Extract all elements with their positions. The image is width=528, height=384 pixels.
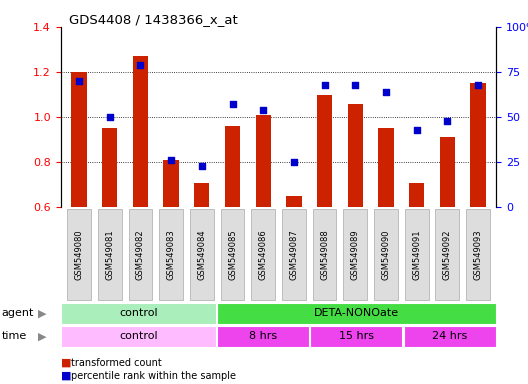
Text: GSM549088: GSM549088 — [320, 229, 329, 280]
Text: transformed count: transformed count — [71, 358, 162, 368]
Text: agent: agent — [2, 308, 34, 318]
Bar — [164, 160, 179, 207]
Point — [382, 89, 390, 95]
FancyBboxPatch shape — [67, 209, 91, 300]
FancyBboxPatch shape — [190, 209, 214, 300]
Text: GSM549089: GSM549089 — [351, 229, 360, 280]
Point — [290, 159, 298, 165]
FancyBboxPatch shape — [61, 326, 215, 347]
Text: GSM549082: GSM549082 — [136, 229, 145, 280]
Text: ■: ■ — [61, 371, 71, 381]
Text: control: control — [119, 331, 158, 341]
Point — [443, 118, 451, 124]
Text: GSM549084: GSM549084 — [197, 229, 206, 280]
Text: GSM549090: GSM549090 — [381, 229, 390, 280]
Text: GSM549081: GSM549081 — [105, 229, 114, 280]
Bar — [409, 182, 424, 207]
Bar — [378, 128, 393, 207]
Point — [75, 78, 83, 84]
Point — [259, 107, 267, 113]
FancyBboxPatch shape — [282, 209, 306, 300]
Bar — [225, 126, 240, 207]
Point — [351, 81, 360, 88]
Point — [412, 127, 421, 133]
Text: ▶: ▶ — [38, 331, 46, 341]
Text: GSM549086: GSM549086 — [259, 229, 268, 280]
FancyBboxPatch shape — [313, 209, 336, 300]
Text: percentile rank within the sample: percentile rank within the sample — [71, 371, 237, 381]
FancyBboxPatch shape — [159, 209, 183, 300]
FancyBboxPatch shape — [217, 303, 496, 324]
Text: ▶: ▶ — [38, 308, 46, 318]
Text: GSM549093: GSM549093 — [474, 229, 483, 280]
Point — [228, 101, 237, 108]
Text: GSM549085: GSM549085 — [228, 229, 237, 280]
FancyBboxPatch shape — [403, 326, 496, 347]
Bar — [347, 104, 363, 207]
Point — [136, 62, 145, 68]
Text: GSM549087: GSM549087 — [289, 229, 298, 280]
FancyBboxPatch shape — [217, 326, 309, 347]
Bar — [194, 182, 210, 207]
Text: GSM549080: GSM549080 — [74, 229, 83, 280]
Point — [474, 81, 482, 88]
Bar — [317, 94, 332, 207]
FancyBboxPatch shape — [221, 209, 244, 300]
Bar — [286, 196, 301, 207]
Text: 24 hrs: 24 hrs — [432, 331, 467, 341]
Text: time: time — [2, 331, 27, 341]
FancyBboxPatch shape — [251, 209, 275, 300]
FancyBboxPatch shape — [98, 209, 122, 300]
Text: 15 hrs: 15 hrs — [339, 331, 374, 341]
Point — [197, 163, 206, 169]
Text: GSM549092: GSM549092 — [443, 229, 452, 280]
FancyBboxPatch shape — [310, 326, 402, 347]
Bar — [133, 56, 148, 207]
FancyBboxPatch shape — [435, 209, 459, 300]
FancyBboxPatch shape — [466, 209, 490, 300]
Bar — [470, 83, 486, 207]
Text: GDS4408 / 1438366_x_at: GDS4408 / 1438366_x_at — [69, 13, 238, 26]
FancyBboxPatch shape — [404, 209, 429, 300]
Text: control: control — [119, 308, 158, 318]
FancyBboxPatch shape — [128, 209, 153, 300]
Bar — [256, 115, 271, 207]
Point — [106, 114, 114, 120]
FancyBboxPatch shape — [61, 303, 215, 324]
Text: GSM549083: GSM549083 — [167, 229, 176, 280]
FancyBboxPatch shape — [343, 209, 367, 300]
Point — [167, 157, 175, 164]
Text: DETA-NONOate: DETA-NONOate — [314, 308, 399, 318]
Text: GSM549091: GSM549091 — [412, 229, 421, 280]
Bar — [71, 72, 87, 207]
Bar — [102, 128, 117, 207]
Text: ■: ■ — [61, 358, 71, 368]
FancyBboxPatch shape — [374, 209, 398, 300]
Point — [320, 81, 329, 88]
Text: 8 hrs: 8 hrs — [249, 331, 277, 341]
Bar — [440, 137, 455, 207]
